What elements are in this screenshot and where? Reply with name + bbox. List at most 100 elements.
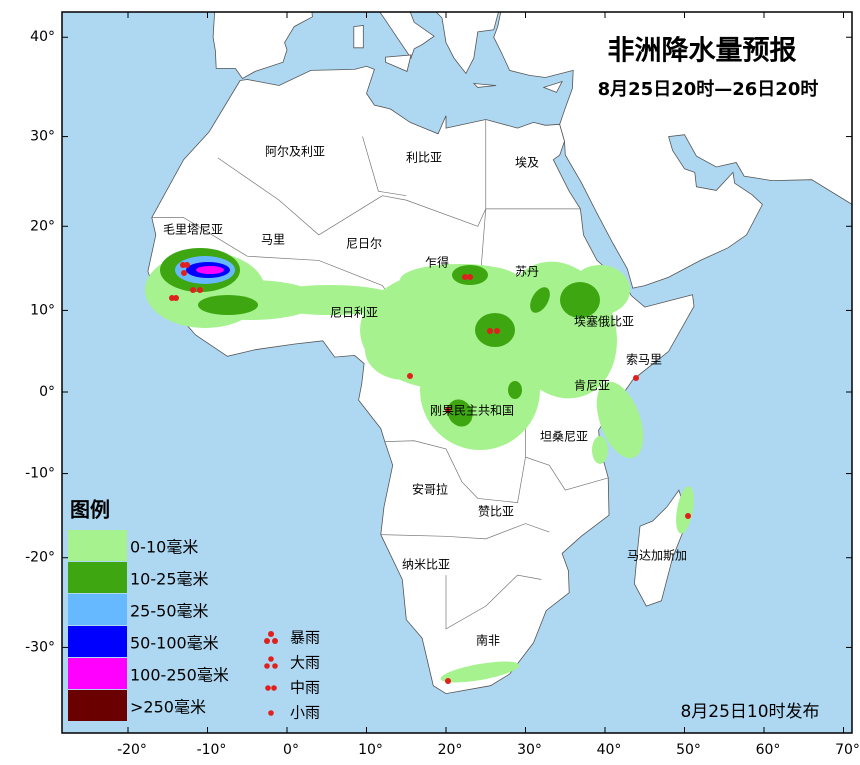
legend-symbol-label: 大雨 <box>290 654 320 672</box>
legend-symbol-label: 暴雨 <box>290 629 320 647</box>
legend-swatch <box>68 594 127 625</box>
legend-label: 50-100毫米 <box>130 634 219 653</box>
legend-rain-dot <box>265 685 271 691</box>
country-label: 利比亚 <box>406 151 442 165</box>
lat-tick-label: 10° <box>30 302 55 318</box>
rain-dot <box>462 274 468 280</box>
precip-area <box>365 320 445 380</box>
precip-area <box>560 282 600 318</box>
country-label: 埃塞俄比亚 <box>574 314 634 329</box>
country-label: 阿尔及利亚 <box>265 144 325 159</box>
legend-swatch <box>68 626 127 657</box>
country-label: 赞比亚 <box>478 505 514 519</box>
country-label: 刚果民主共和国 <box>430 404 514 418</box>
landmass <box>353 25 364 49</box>
legend-rain-dot <box>264 663 270 669</box>
lon-tick-label: 70° <box>835 742 860 758</box>
rain-dot <box>487 328 493 334</box>
legend-title: 图例 <box>70 498 110 522</box>
landmass <box>542 80 563 93</box>
legend-swatch <box>68 530 127 561</box>
precip-area <box>198 295 258 315</box>
country-label: 尼日利亚 <box>330 306 378 320</box>
precip-area <box>676 486 694 534</box>
lon-tick-label: 40° <box>597 742 622 758</box>
lon-tick-label: 60° <box>756 742 781 758</box>
legend-rain-dot <box>271 685 277 691</box>
lon-tick-label: -20° <box>117 742 147 758</box>
legend-rain-dot <box>268 656 274 662</box>
landmass <box>385 54 412 72</box>
legend-symbol-label: 中雨 <box>290 679 320 697</box>
rain-dot <box>173 295 179 301</box>
rain-dot <box>633 375 639 381</box>
border <box>485 119 581 210</box>
country-label: 坦桑尼亚 <box>540 430 588 444</box>
legend-rain-dot <box>272 663 278 669</box>
rain-dot <box>445 678 451 684</box>
border <box>362 136 407 197</box>
lat-tick-label: -10° <box>25 466 55 482</box>
lon-tick-label: 10° <box>358 742 383 758</box>
country-label: 尼日尔 <box>346 236 382 251</box>
country-label: 埃及 <box>515 156 539 170</box>
rain-dot <box>181 270 187 276</box>
country-label: 安哥拉 <box>412 482 448 497</box>
country-label: 马里 <box>261 233 285 247</box>
precip-area <box>530 287 550 313</box>
country-label: 索马里 <box>626 353 662 367</box>
landmass <box>472 83 497 88</box>
lon-tick-label: -10° <box>197 742 227 758</box>
rain-dot <box>445 407 451 413</box>
legend-rain-dot <box>264 638 270 644</box>
lon-tick-label: 20° <box>438 742 463 758</box>
landmass <box>212 12 499 80</box>
precip-area <box>508 381 522 399</box>
country-label: 马达加斯加 <box>627 549 687 563</box>
legend-swatch <box>68 690 127 721</box>
precip-area <box>420 330 540 450</box>
rain-dot <box>197 287 203 293</box>
lon-tick-label: 50° <box>676 742 701 758</box>
border <box>217 157 487 236</box>
rain-dot <box>190 287 196 293</box>
country-label: 纳米比亚 <box>402 558 450 572</box>
legend-swatch <box>68 658 127 689</box>
legend-symbol-label: 小雨 <box>290 704 320 722</box>
country-label: 肯尼亚 <box>574 379 610 393</box>
rain-dot <box>467 274 473 280</box>
landmass <box>493 12 852 289</box>
legend-label: 100-250毫米 <box>130 666 229 685</box>
rain-dot <box>494 328 500 334</box>
country-label: 毛里塔尼亚 <box>163 223 223 237</box>
rain-dot <box>407 373 413 379</box>
title: 非洲降水量预报 <box>608 36 797 67</box>
legend-label: >250毫米 <box>130 698 206 717</box>
lat-tick-label: -30° <box>25 639 55 655</box>
rain-dot <box>184 262 190 268</box>
legend-rain-dot <box>272 638 278 644</box>
border <box>384 440 526 503</box>
precip-area <box>196 266 224 274</box>
precip-area <box>596 381 644 459</box>
precip-area <box>592 436 608 464</box>
legend-rain-dot <box>268 631 274 637</box>
legend-label: 0-10毫米 <box>130 538 198 557</box>
border <box>380 523 550 540</box>
lat-tick-label: 0° <box>39 384 55 400</box>
country-label: 南非 <box>476 633 500 648</box>
legend-rain-dot <box>268 710 274 716</box>
border <box>445 574 542 630</box>
legend-label: 25-50毫米 <box>130 602 209 621</box>
lat-tick-label: 40° <box>30 29 55 45</box>
subtitle: 8月25日20时—26日20时 <box>598 79 819 100</box>
rain-dot <box>685 513 691 519</box>
legend-swatch <box>68 562 127 593</box>
lat-tick-label: 20° <box>30 218 55 234</box>
precip-area <box>440 661 520 683</box>
precip-area <box>447 399 473 427</box>
lon-tick-label: 0° <box>283 742 299 758</box>
map-frame <box>61 11 853 734</box>
